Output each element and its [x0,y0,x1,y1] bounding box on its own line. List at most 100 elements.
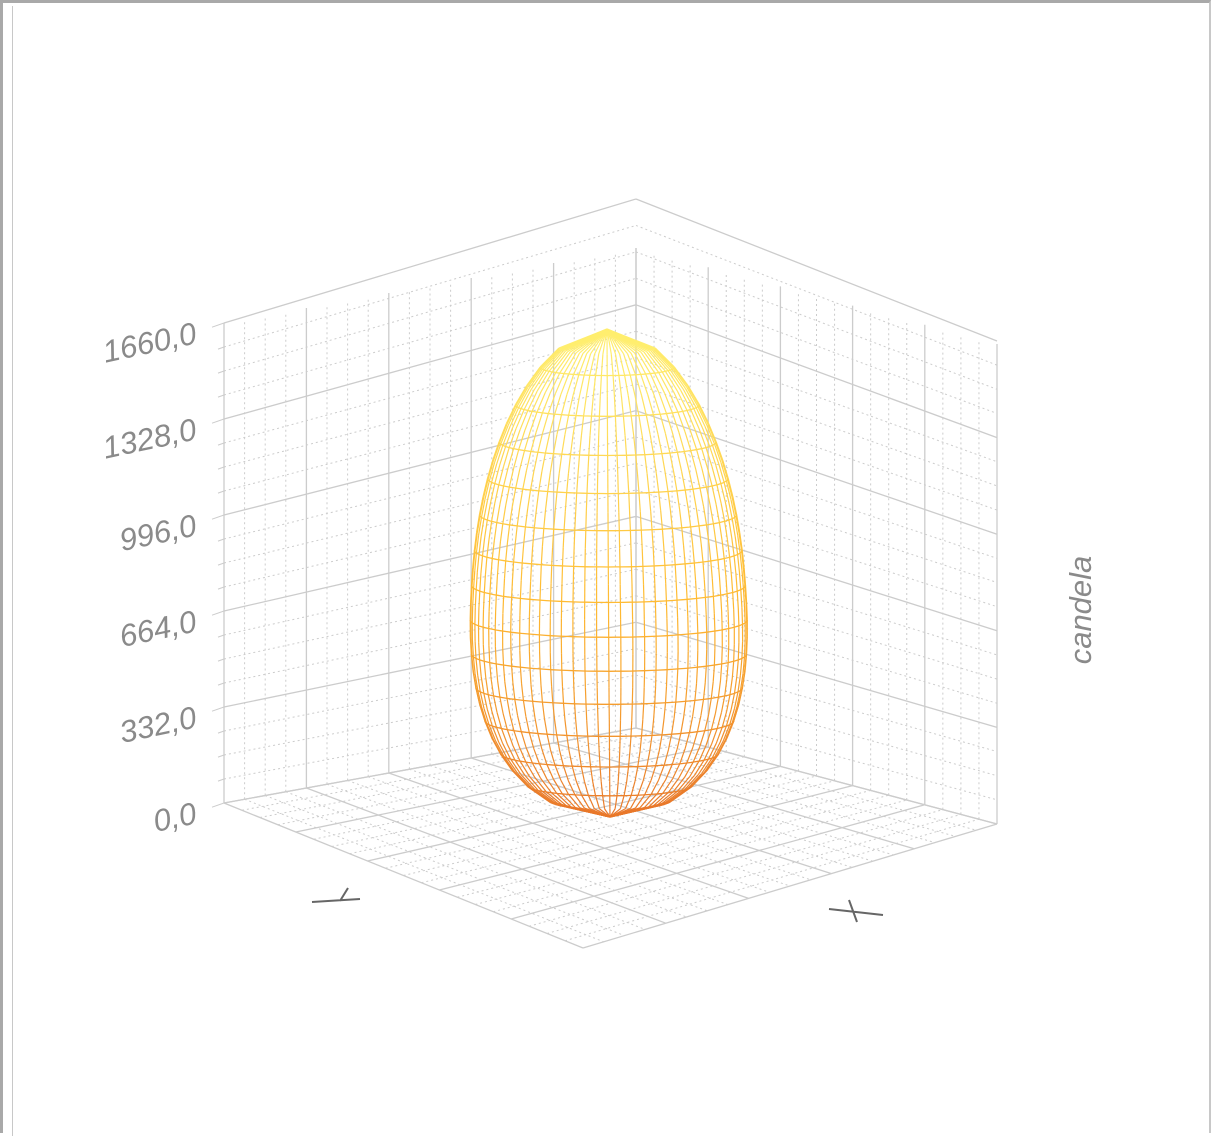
surface-meridian-segment [540,583,541,601]
z-tick-mark [218,659,224,661]
surface-meridian-segment [530,582,531,600]
surface-meridian-segment [661,511,663,529]
surface-meridian-segment [651,511,652,529]
surface-meridian-segment [703,562,704,580]
surface-meridian-segment [522,545,523,563]
surface-meridian-segment [503,714,507,730]
surface-meridian-segment [575,704,576,720]
surface-meridian-segment [708,424,716,443]
z-tick-mark [218,635,224,637]
surface-meridian-segment [664,750,668,765]
surface-meridian-segment [665,565,666,583]
surface-meridian-segment [618,475,619,494]
surface-meridian-segment [580,436,582,455]
surface-meridian-segment [639,416,642,436]
surface-meridian-segment [686,582,687,600]
z-tick-mark [218,587,224,589]
surface-meridian-segment [727,594,728,612]
surface-meridian-segment [713,665,714,682]
surface-meridian-segment [718,681,720,698]
surface-meridian-segment [720,578,721,596]
surface-meridian-segment [557,415,562,435]
surface-meridian-segment [506,487,510,505]
surface-meridian-segment [745,606,746,623]
surface-meridian-segment [534,748,540,763]
surface-meridian-segment [675,565,676,583]
z-axis-label: candela [1063,556,1098,665]
surface-meridian-segment [733,593,734,610]
surface-meridian-segment [711,561,713,579]
surface-meridian-segment [742,571,743,589]
surface-meridian-segment [490,576,491,594]
surface-meridian-segment [700,731,705,747]
surface-meridian-segment [485,557,487,575]
surface-meridian-segment [542,453,546,472]
surface-meridian-segment [509,469,513,488]
surface-meridian-segment [685,490,688,509]
surface-meridian-segment [711,714,715,730]
surface-meridian-segment [488,695,492,712]
surface-meridian-segment [693,700,695,716]
surface-meridian-segment [647,474,649,493]
surface-meridian-segment [489,521,492,539]
surface-meridian-segment [515,699,518,715]
surface-meridian-segment [654,394,660,414]
surface-meridian-segment [542,529,543,547]
surface-meridian-segment [643,566,644,584]
surface-meridian-segment [737,660,739,677]
surface-meridian-segment [483,644,484,661]
z-tick-mark [218,755,224,757]
z-tick-mark [218,683,224,685]
surface-meridian-segment [712,466,717,485]
ellipsoid-surface [470,329,747,817]
surface-meridian-segment [568,455,570,474]
surface-meridian-segment [490,663,492,680]
surface-meridian-segment [642,720,643,736]
surface-meridian-segment [551,583,552,601]
surface-meridian-segment [586,375,589,396]
surface-meridian-segment [475,590,476,607]
surface-meridian-segment [489,594,490,612]
surface-meridian-segment [747,637,748,654]
surface-meridian-segment [702,469,707,488]
z-tick-mark [218,731,224,733]
surface-meridian-segment [574,530,575,548]
surface-meridian-segment [529,599,530,617]
surface-meridian-segment [516,470,520,489]
surface-meridian-segment [504,579,505,597]
surface-meridian-segment [504,467,509,486]
surface-meridian-segment [696,470,700,489]
surface-meridian-segment [620,736,621,752]
surface-meridian-segment [667,670,668,687]
surface-meridian-segment [619,752,620,767]
surface-meridian-segment [706,615,707,632]
surface-meridian-segment [507,730,513,746]
surface-meridian-segment [666,583,667,601]
surface-meridian-segment [562,395,567,415]
surface-meridian-segment [474,571,475,589]
surface-meridian-segment [492,503,495,521]
surface-meridian-segment [494,523,497,541]
surface-meridian-segment [562,435,565,454]
surface-meridian-segment [510,507,513,525]
surface-meridian-segment [672,413,679,432]
z-tick-label: 664,0 [116,604,199,654]
surface-meridian-segment [589,436,590,456]
surface-meridian-segment [520,451,525,470]
surface-meridian-segment [579,751,581,766]
surface-meridian-segment [745,640,746,657]
surface-meridian-segment [567,474,569,493]
surface-meridian-segment [531,564,532,582]
surface-meridian-segment [476,572,477,590]
z-tick-label: 332,0 [116,700,199,750]
surface-meridian-segment [584,781,588,795]
surface-meridian-segment [655,373,665,393]
surface-meridian-segment [545,434,549,453]
surface-meridian-segment [727,663,728,680]
surface-meridian-segment [687,668,688,685]
surface-meridian-segment [666,434,670,453]
surface-meridian-segment [640,512,641,530]
surface-meridian-segment [732,519,735,537]
surface-meridian-segment [712,486,716,504]
surface-meridian-segment [500,424,507,443]
